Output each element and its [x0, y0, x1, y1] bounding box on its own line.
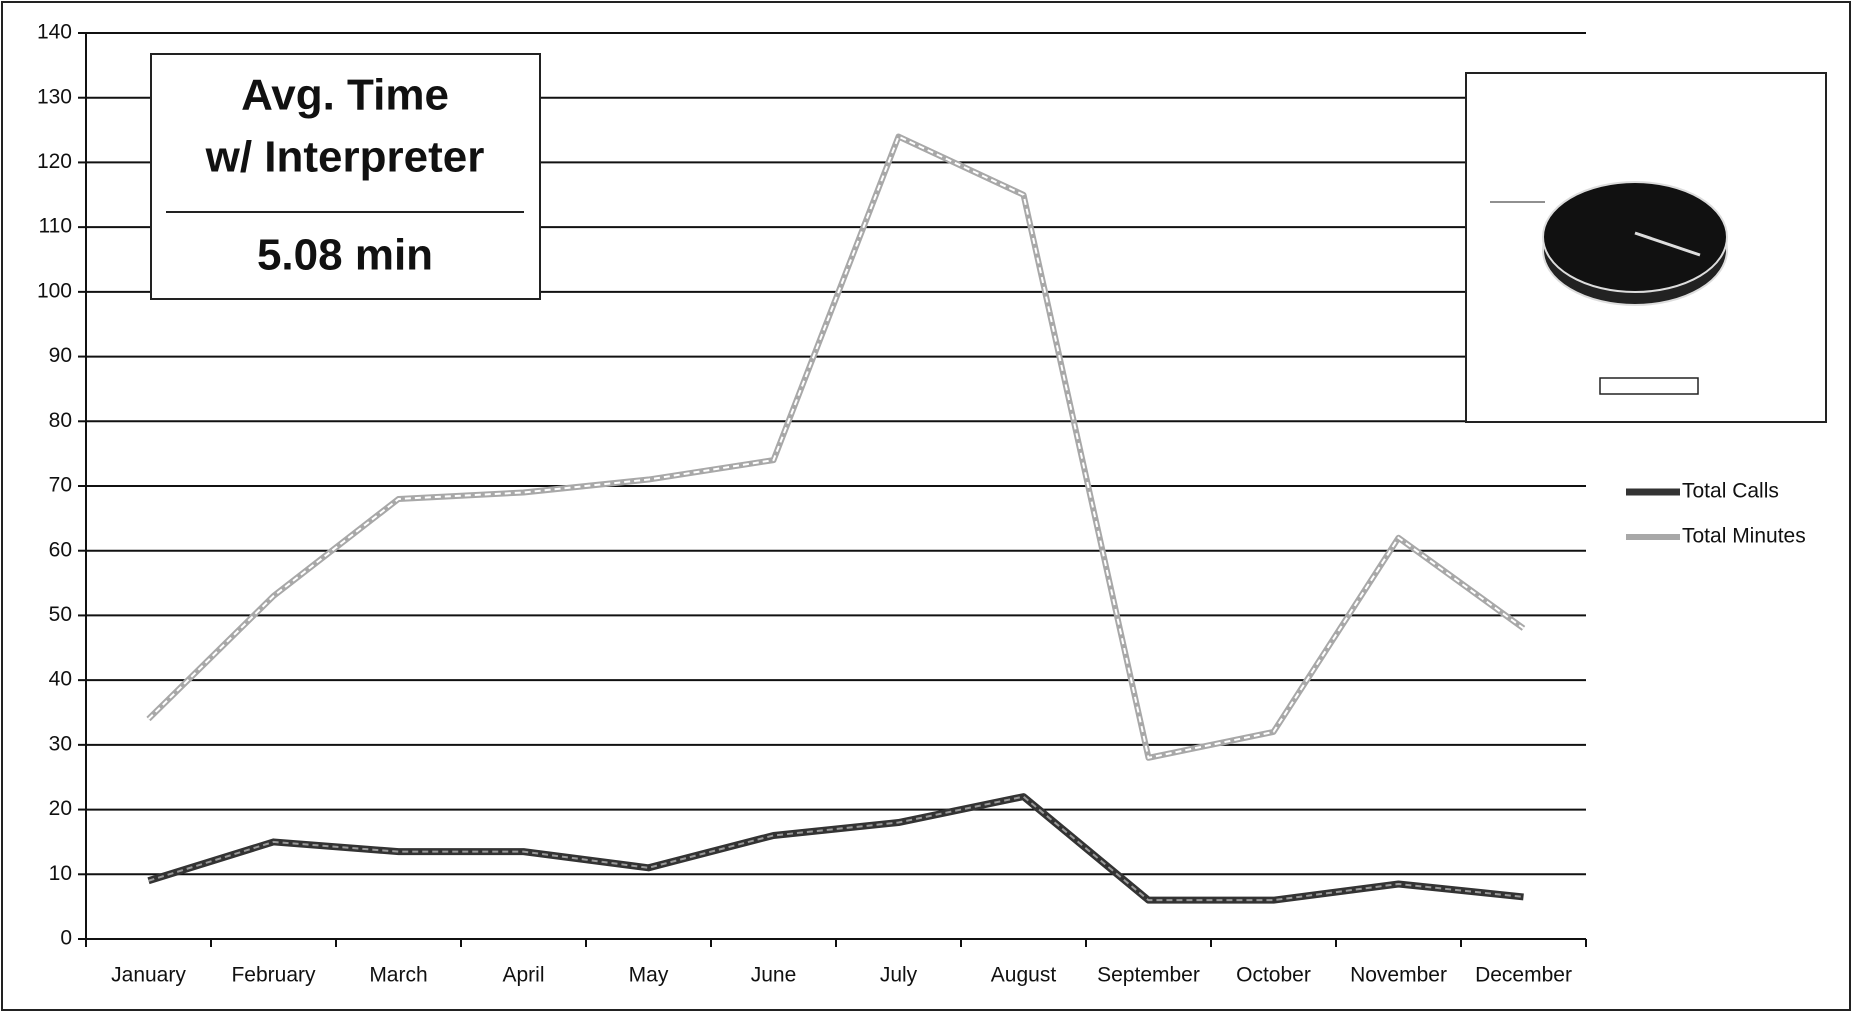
y-tick-label: 10	[49, 862, 72, 885]
y-tick-label: 40	[49, 668, 72, 691]
x-tick-label: June	[751, 964, 797, 987]
pie-slice-edge	[1634, 231, 1701, 257]
y-tick-label: 50	[49, 603, 72, 626]
x-tick-label: December	[1475, 964, 1572, 987]
legend-label: Total Minutes	[1682, 525, 1806, 548]
series-line-highlight	[148, 795, 1524, 902]
pie-top	[1542, 181, 1728, 293]
y-tick-label: 120	[37, 150, 72, 173]
x-tick-label: August	[991, 964, 1057, 987]
series-line-highlight	[147, 135, 1525, 759]
y-tick-label: 30	[49, 732, 72, 755]
x-tick-label: February	[231, 964, 316, 987]
annotation-box: Avg. Time w/ Interpreter 5.08 min	[150, 53, 541, 300]
x-tick-label: October	[1236, 964, 1311, 987]
x-tick-label: May	[629, 964, 669, 987]
annotation-value: 5.08 min	[257, 231, 433, 280]
x-tick-label: July	[880, 964, 918, 987]
x-tick-label: September	[1097, 964, 1200, 987]
x-tick-label: March	[369, 964, 427, 987]
legend-label: Total Calls	[1682, 480, 1779, 503]
y-tick-label: 130	[37, 85, 72, 108]
pie-legend	[1599, 377, 1699, 395]
legend: Total Calls Total Minutes	[1626, 480, 1806, 548]
inset-pie	[1465, 72, 1827, 423]
y-tick-label: 90	[49, 344, 72, 367]
annotation-title: w/ Interpreter	[205, 133, 485, 182]
annotation-frame	[150, 53, 541, 300]
lines	[146, 133, 1526, 904]
y-tick-label: 80	[49, 409, 72, 432]
grid: 0 10 20 30 40 50 60 70 80 90 100 110 120 130 140 Januar…	[37, 21, 1587, 987]
y-tick-label: 140	[37, 21, 72, 44]
x-tick-label: April	[502, 964, 544, 987]
y-tick-label: 100	[37, 279, 72, 302]
x-tick-label: November	[1350, 964, 1447, 987]
y-tick-label: 70	[49, 474, 72, 497]
y-tick-label: 60	[49, 538, 72, 561]
y-tick-label: 20	[49, 797, 72, 820]
y-tick-label: 110	[39, 215, 72, 238]
y-tick-label: 0	[60, 927, 72, 950]
x-tick-label: January	[111, 964, 186, 987]
annotation-title: Avg. Time	[241, 71, 449, 120]
